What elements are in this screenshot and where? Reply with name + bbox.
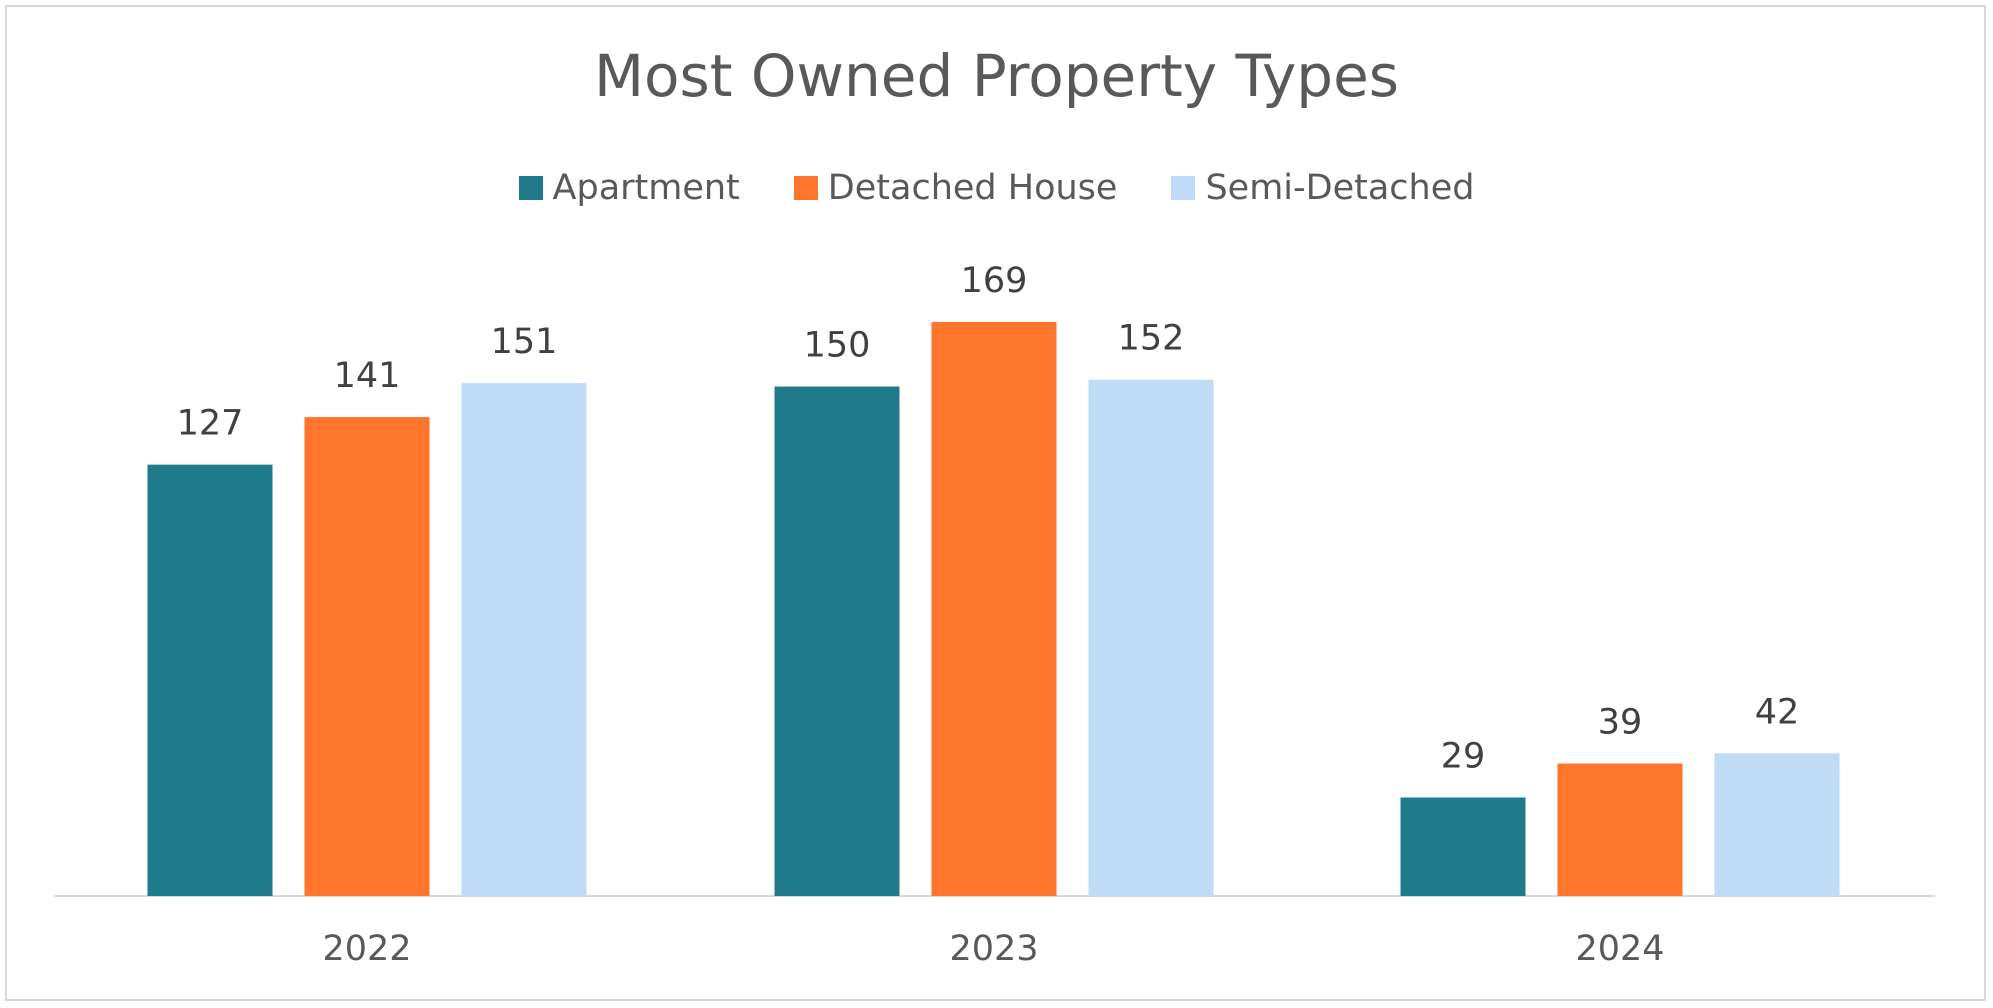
data-label-detached-house-2022: 141 [334,356,401,396]
data-label-apartment-2022: 127 [177,404,244,444]
data-label-detached-house-2023: 169 [961,261,1028,301]
data-label-semi-detached-2022: 151 [491,322,558,362]
legend-item-apartment: Apartment [518,168,740,208]
x-tick-labels-group: 2022 2023 2024 [322,929,1664,969]
bars-group [147,322,1840,897]
data-label-apartment-2023: 150 [804,326,871,366]
bar-apartment-2022 [147,464,273,896]
data-label-semi-detached-2024: 42 [1755,692,1800,732]
legend-label-detached-house: Detached House [827,168,1118,208]
bar-semi-detached-2022 [461,383,587,896]
bar-semi-detached-2024 [1714,753,1840,896]
legend-swatch-apartment [518,176,543,200]
bar-apartment-2024 [1400,797,1526,896]
data-label-apartment-2024: 29 [1441,737,1486,777]
legend-swatch-detached-house [793,176,818,200]
chart-title: Most Owned Property Types [593,42,1399,110]
legend-item-detached-house: Detached House [793,168,1118,208]
legend-swatch-semi-detached [1171,176,1196,200]
bar-detached-house-2024 [1557,763,1683,896]
bar-detached-house-2023 [931,322,1057,896]
x-tick-label-2022: 2022 [322,929,411,969]
bar-detached-house-2022 [304,417,430,896]
x-tick-label-2024: 2024 [1575,929,1664,969]
bar-semi-detached-2023 [1088,379,1214,897]
legend-item-semi-detached: Semi-Detached [1171,168,1474,208]
x-tick-label-2023: 2023 [949,929,1038,969]
chart-legend: Apartment Detached House Semi-Detached [0,168,1993,208]
data-label-semi-detached-2023: 152 [1118,319,1185,359]
bar-apartment-2023 [774,386,900,896]
data-labels-group: 127 141 151 150 169 152 29 39 42 [177,261,1800,777]
legend-label-apartment: Apartment [552,168,740,208]
data-label-detached-house-2024: 39 [1598,703,1643,743]
legend-label-semi-detached: Semi-Detached [1205,168,1475,208]
